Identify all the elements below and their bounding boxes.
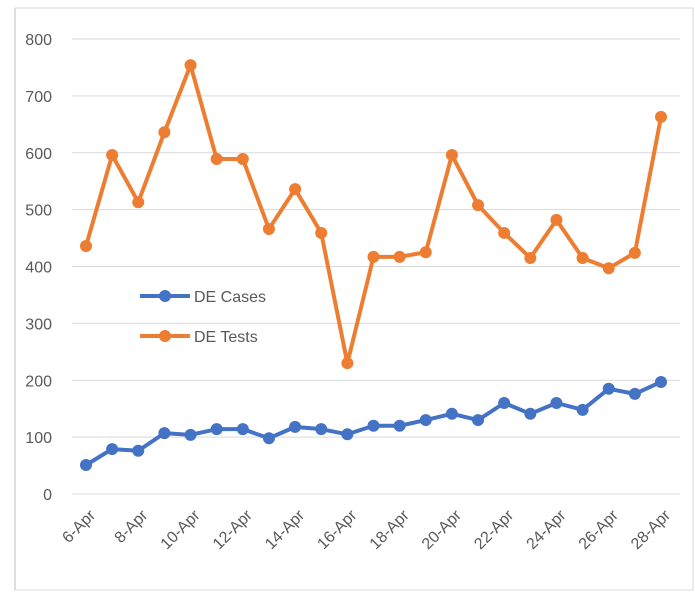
legend-marker <box>159 330 171 342</box>
data-point <box>315 226 328 239</box>
data-point <box>628 387 641 400</box>
legend-label: DE Cases <box>194 289 266 306</box>
data-point <box>236 153 249 166</box>
y-tick-label: 100 <box>25 430 52 447</box>
y-tick-label: 400 <box>25 260 52 277</box>
data-point <box>576 251 589 264</box>
data-point <box>498 397 511 409</box>
data-point <box>524 251 537 264</box>
data-point <box>289 183 302 196</box>
legend-marker <box>159 290 171 302</box>
data-point <box>472 414 485 427</box>
data-point <box>655 375 667 388</box>
data-point <box>498 226 511 239</box>
y-tick-label: 200 <box>25 373 52 390</box>
chart-frame <box>14 7 694 591</box>
data-point <box>472 199 485 212</box>
y-tick-label: 0 <box>43 487 52 504</box>
y-tick-label: 700 <box>25 89 52 106</box>
data-point <box>210 423 223 436</box>
data-point <box>550 213 563 226</box>
data-point <box>158 427 171 440</box>
data-point <box>341 357 354 370</box>
data-point <box>393 250 406 263</box>
data-point <box>524 407 537 420</box>
data-point <box>367 419 380 432</box>
data-point <box>445 149 458 162</box>
data-point <box>602 262 615 275</box>
data-point <box>106 149 119 162</box>
data-point <box>184 59 197 72</box>
data-point <box>289 420 302 433</box>
data-point <box>550 397 563 409</box>
data-point <box>132 196 145 209</box>
legend-label: DE Tests <box>194 329 258 346</box>
data-point <box>262 432 275 445</box>
y-tick-label: 500 <box>25 203 52 220</box>
data-point <box>315 423 328 436</box>
data-point <box>445 407 458 420</box>
data-point <box>184 428 197 441</box>
data-point <box>236 423 249 436</box>
data-point <box>419 414 432 427</box>
data-point <box>80 458 92 471</box>
y-tick-label: 300 <box>25 316 52 333</box>
data-point <box>419 246 432 259</box>
y-tick-label: 600 <box>25 146 52 163</box>
data-point <box>602 382 615 395</box>
data-point <box>655 110 667 123</box>
data-point <box>158 126 171 139</box>
data-point <box>393 419 406 432</box>
y-tick-label: 800 <box>25 32 52 49</box>
data-point <box>132 444 145 457</box>
data-point <box>106 443 119 456</box>
data-point <box>576 403 589 416</box>
data-point <box>210 153 223 166</box>
data-point <box>80 240 92 253</box>
data-point <box>367 250 380 263</box>
data-point <box>262 222 275 235</box>
data-point <box>341 428 354 441</box>
data-point <box>628 246 641 259</box>
